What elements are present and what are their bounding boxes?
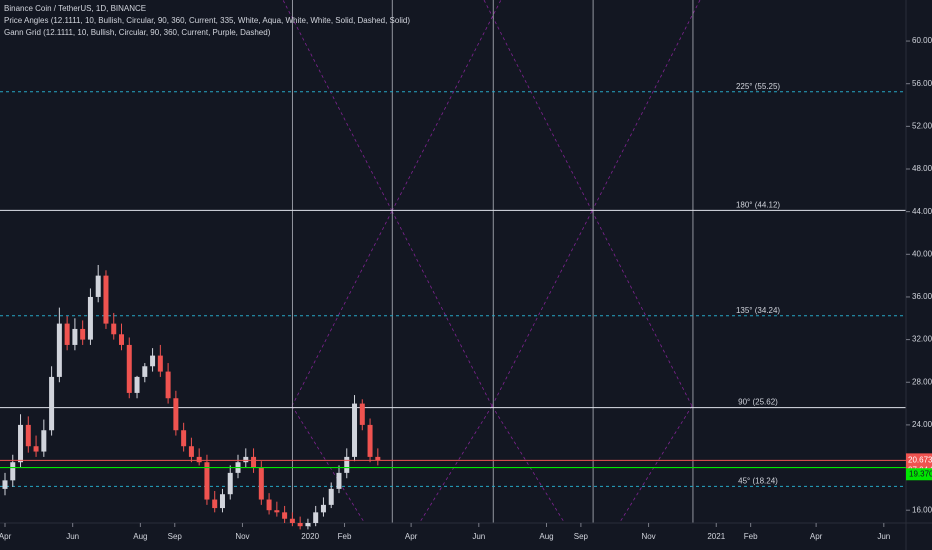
candle-body — [150, 355, 156, 367]
x-tick-label: Apr — [0, 532, 12, 541]
y-tick-label: 40.0000 — [912, 249, 932, 258]
x-tick-label: Sep — [574, 532, 589, 541]
candle-body — [49, 376, 55, 431]
symbol-title: Binance Coin / TetherUS, 1D, BINANCE — [4, 4, 146, 13]
candle-body — [103, 275, 109, 324]
gann-level-label: 90° (25.62) — [738, 398, 778, 407]
gann-level-label: 225° (55.25) — [736, 82, 780, 91]
candle-body — [18, 424, 24, 463]
candle-body — [119, 334, 125, 345]
candle-body — [41, 430, 47, 452]
y-tick-label: 36.0000 — [912, 292, 932, 301]
candle-body — [95, 275, 101, 297]
x-tick-label: Jun — [472, 532, 485, 541]
candle-body — [33, 446, 39, 452]
indicator-label: Price Angles (12.1111, 10, Bullish, Circ… — [4, 16, 410, 25]
indicator-label: Gann Grid (12.1111, 10, Bullish, Circula… — [4, 28, 271, 37]
candle-body — [2, 480, 8, 489]
candle-body — [126, 344, 132, 393]
candle-body — [367, 424, 373, 457]
candle-body — [10, 462, 16, 481]
candle-body — [227, 472, 233, 495]
x-tick-label: Sep — [168, 532, 183, 541]
candle-body — [173, 398, 179, 431]
candle-body — [181, 430, 187, 447]
candle-body — [111, 323, 117, 335]
candle-body — [282, 512, 288, 519]
candle-body — [87, 296, 93, 340]
x-tick-label: Jun — [66, 532, 79, 541]
candle-body — [188, 446, 194, 457]
y-tick-label: 28.0000 — [912, 377, 932, 386]
candle-body — [297, 523, 303, 527]
candle-body — [344, 456, 350, 473]
y-tick-label: 44.0000 — [912, 207, 932, 216]
candle-body — [72, 328, 78, 345]
green-label-box — [906, 468, 932, 481]
x-tick-label: 2021 — [707, 532, 725, 541]
x-tick-label: Jun — [877, 532, 890, 541]
y-tick-label: 32.0000 — [912, 335, 932, 344]
x-tick-label: Apr — [810, 532, 823, 541]
candle-body — [336, 472, 342, 489]
candle-body — [64, 323, 70, 345]
x-tick-label: 2020 — [301, 532, 319, 541]
candle-body — [80, 328, 86, 340]
candle-body — [359, 403, 365, 425]
candle-body — [266, 499, 272, 511]
candle-body — [313, 512, 319, 523]
price-label: 20.6738 — [908, 455, 932, 464]
candle-body — [142, 366, 148, 377]
candle-body — [352, 403, 358, 457]
y-tick-label: 48.0000 — [912, 164, 932, 173]
green-label: 19.370 — [909, 469, 932, 478]
candle-body — [196, 456, 202, 463]
candle-body — [274, 510, 280, 513]
y-tick-label: 52.0000 — [912, 121, 932, 130]
gann-angles — [282, 0, 701, 523]
x-tick-label: Nov — [235, 532, 249, 541]
x-tick-label: Feb — [338, 532, 352, 541]
x-tick-label: Nov — [641, 532, 655, 541]
candle-body — [56, 323, 62, 377]
candle-body — [157, 355, 163, 372]
gann-level-label: 45° (18.24) — [738, 476, 778, 485]
y-tick-label: 24.0000 — [912, 420, 932, 429]
y-tick-label: 56.0000 — [912, 79, 932, 88]
gann-level-label: 180° (44.12) — [736, 200, 780, 209]
candle-body — [25, 424, 31, 447]
x-tick-label: Aug — [539, 532, 553, 541]
x-tick-label: Feb — [744, 532, 758, 541]
y-tick-label: 16.0000 — [912, 505, 932, 514]
candle-body — [134, 376, 140, 393]
gann-level-label: 135° (34.24) — [736, 306, 780, 315]
candle-body — [251, 456, 257, 468]
candle-body — [328, 488, 334, 505]
x-tick-label: Apr — [405, 532, 418, 541]
candle-body — [219, 494, 225, 509]
candle-body — [305, 523, 311, 527]
candle-body — [320, 504, 326, 513]
candle-body — [212, 499, 218, 509]
candle-body — [258, 467, 264, 500]
y-tick-label: 60.0000 — [912, 36, 932, 45]
candle-body — [243, 456, 249, 463]
candle-body — [165, 371, 171, 399]
x-tick-label: Aug — [133, 532, 147, 541]
candle-body — [375, 456, 381, 461]
candle-body — [204, 462, 210, 500]
candle-body — [289, 518, 295, 523]
